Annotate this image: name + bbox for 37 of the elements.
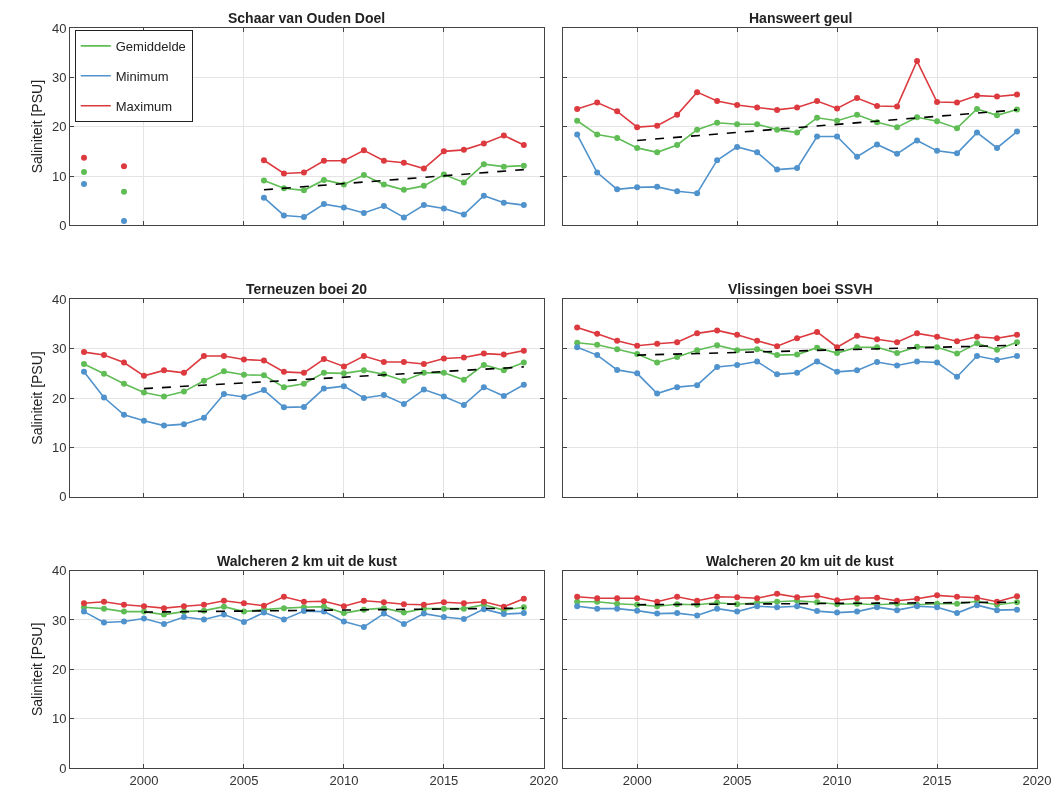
x-tick-label: 2020 — [1022, 772, 1052, 788]
y-tick-label: 0 — [59, 489, 67, 505]
y-tick-label: 40 — [51, 20, 67, 36]
chart-title: Hansweert geul — [749, 10, 853, 26]
y-tick-label: 10 — [51, 168, 67, 184]
legend-label: Gemiddelde — [115, 38, 186, 54]
y-axis-title: Saliniteit [PSU] — [28, 79, 45, 174]
x-tick-label: 2000 — [622, 772, 652, 788]
y-axis-title: Saliniteit [PSU] — [28, 622, 45, 717]
y-axis-title: Saliniteit [PSU] — [28, 351, 45, 445]
chart-title: Walcheren 2 km uit de kust — [217, 553, 398, 569]
chart-title: Vlissingen boei SSVH — [728, 281, 873, 297]
x-tick-label: 2020 — [529, 772, 559, 788]
x-tick-label: 2010 — [822, 772, 852, 788]
y-tick-label: 40 — [51, 291, 67, 307]
y-tick-label: 30 — [51, 612, 67, 628]
y-tick-label: 0 — [59, 760, 67, 776]
legend-label: Minimum — [115, 68, 169, 84]
x-tick-label: 2005 — [722, 772, 752, 788]
legend-label: Maximum — [115, 98, 173, 114]
x-tick-label: 2015 — [922, 772, 952, 788]
chart-title: Terneuzen boei 20 — [246, 281, 368, 297]
y-tick-label: 20 — [51, 119, 67, 135]
y-tick-label: 40 — [51, 563, 67, 579]
chart-title: Schaar van Ouden Doel — [228, 10, 386, 26]
y-tick-label: 20 — [51, 390, 67, 406]
y-tick-label: 10 — [51, 711, 67, 727]
y-tick-label: 0 — [59, 217, 67, 233]
y-tick-label: 10 — [51, 439, 67, 455]
chart-title: Walcheren 20 km uit de kust — [706, 553, 895, 569]
x-tick-label: 2015 — [429, 772, 459, 788]
x-tick-label: 2010 — [329, 772, 359, 788]
y-tick-label: 30 — [51, 69, 67, 85]
y-tick-label: 20 — [51, 661, 67, 677]
x-tick-label: 2000 — [129, 772, 159, 788]
y-tick-label: 30 — [51, 341, 67, 357]
x-tick-label: 2005 — [229, 772, 259, 788]
